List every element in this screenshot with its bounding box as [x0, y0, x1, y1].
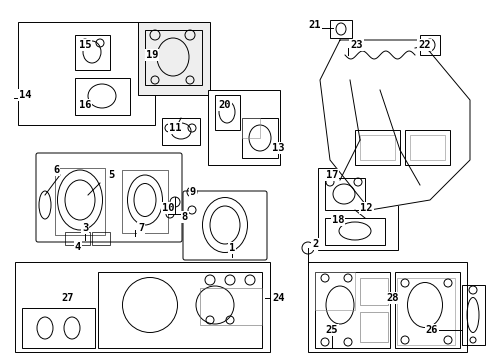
- Bar: [325, 218, 384, 245]
- Text: 17: 17: [325, 170, 338, 180]
- Text: 11: 11: [168, 123, 181, 133]
- Bar: [55, 168, 105, 235]
- Bar: [138, 22, 209, 95]
- Bar: [65, 232, 90, 245]
- Text: 20: 20: [218, 100, 231, 110]
- Bar: [394, 272, 459, 348]
- Bar: [75, 78, 130, 115]
- Text: 28: 28: [386, 293, 398, 303]
- Text: 7: 7: [138, 223, 144, 233]
- Bar: [242, 118, 260, 138]
- Text: 13: 13: [271, 143, 284, 153]
- Bar: [359, 312, 387, 342]
- Bar: [314, 272, 389, 348]
- Text: 3: 3: [82, 223, 88, 233]
- Bar: [92, 232, 110, 245]
- Bar: [359, 135, 394, 160]
- Text: 1: 1: [228, 243, 235, 253]
- Bar: [145, 30, 202, 85]
- Bar: [359, 278, 387, 305]
- Bar: [329, 20, 351, 38]
- Text: 21: 21: [308, 20, 321, 30]
- Bar: [242, 118, 278, 158]
- Text: 9: 9: [190, 187, 196, 197]
- Bar: [314, 272, 354, 310]
- Bar: [409, 135, 444, 160]
- Bar: [317, 168, 397, 250]
- Bar: [215, 95, 240, 130]
- Text: 19: 19: [145, 50, 158, 60]
- FancyBboxPatch shape: [183, 191, 266, 260]
- Bar: [396, 278, 454, 345]
- Bar: [162, 118, 200, 145]
- Text: 14: 14: [19, 90, 31, 100]
- Text: 25: 25: [325, 325, 338, 335]
- Bar: [419, 35, 439, 55]
- Bar: [354, 130, 399, 165]
- FancyBboxPatch shape: [36, 153, 182, 242]
- Bar: [122, 170, 168, 233]
- Text: 16: 16: [79, 100, 91, 110]
- Text: 18: 18: [331, 215, 344, 225]
- Text: 2: 2: [311, 239, 318, 249]
- Text: 15: 15: [79, 40, 91, 50]
- Bar: [404, 130, 449, 165]
- Text: 12: 12: [359, 203, 372, 213]
- Text: 23: 23: [349, 40, 362, 50]
- Bar: [18, 22, 155, 125]
- Text: 6: 6: [53, 165, 59, 175]
- Bar: [22, 308, 95, 348]
- Bar: [75, 35, 110, 70]
- Bar: [461, 285, 484, 345]
- Text: 10: 10: [162, 203, 174, 213]
- Bar: [98, 272, 262, 348]
- Text: 5: 5: [108, 170, 114, 180]
- Text: 4: 4: [75, 242, 81, 252]
- Text: 27: 27: [61, 293, 74, 303]
- Bar: [15, 262, 269, 352]
- Text: 8: 8: [182, 212, 188, 222]
- Text: 26: 26: [425, 325, 437, 335]
- Text: 22: 22: [417, 40, 429, 50]
- Polygon shape: [319, 40, 469, 210]
- Text: 24: 24: [271, 293, 284, 303]
- Bar: [325, 178, 364, 210]
- Bar: [200, 288, 262, 325]
- Bar: [307, 262, 466, 352]
- Bar: [207, 90, 280, 165]
